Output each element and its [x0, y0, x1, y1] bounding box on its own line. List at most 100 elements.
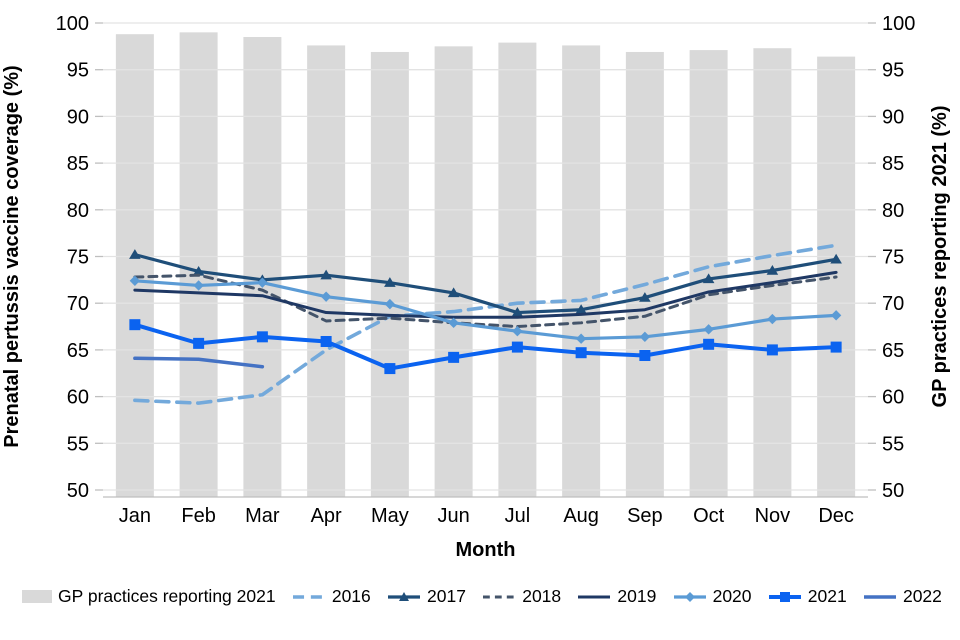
x-axis-title: Month	[456, 539, 516, 561]
marker-2017-Sep	[639, 292, 651, 302]
bar-Aug	[562, 45, 601, 497]
y-right-tick-label-60: 60	[882, 387, 904, 409]
marker-2021-Dec	[830, 341, 842, 353]
marker-2021-Oct	[703, 338, 715, 350]
chart-canvas: 50 50 55 55 60 60 65 65 70 70 75 75 80 80 85 85 90 90 95 95…	[1, 13, 951, 561]
y-left-tick-label-80: 80	[67, 200, 89, 222]
y-left-tick-label-95: 95	[67, 60, 89, 82]
x-tick-label-Jun: Jun	[438, 505, 470, 527]
legend-label: 2019	[617, 586, 657, 606]
line-swatch-2021	[768, 591, 801, 602]
marker-2020-Oct	[703, 324, 714, 335]
x-tick-label-Sep: Sep	[627, 505, 663, 527]
marker-2021-Jul	[511, 341, 523, 353]
marker-2021-Apr	[320, 335, 332, 347]
marker-2020-Jul	[512, 326, 523, 337]
diamond-marker-icon	[684, 591, 695, 602]
marker-2021-Jan	[129, 319, 141, 331]
series-line-2022	[133, 356, 265, 369]
series-line-2020	[133, 279, 838, 341]
marker-2021-Mar	[256, 331, 268, 343]
y-left-tick-label-75: 75	[67, 247, 89, 269]
marker-2021-Jun	[448, 351, 460, 363]
line-swatch-2016	[292, 594, 325, 599]
bar-Jun	[434, 46, 473, 497]
y-right-tick-label-55: 55	[882, 433, 904, 455]
legend-label: GP practices reporting 2021	[58, 586, 276, 606]
square-marker-icon	[779, 591, 790, 602]
marker-2020-Feb	[193, 280, 204, 291]
marker-2021-Aug	[575, 347, 587, 359]
marker-2020-May	[384, 298, 396, 310]
bar-series	[115, 32, 856, 498]
line-series-group	[129, 243, 842, 405]
y-left-tick-label-65: 65	[67, 340, 89, 362]
marker-2017-Feb	[192, 265, 205, 276]
x-tick-label-Dec: Dec	[818, 505, 854, 527]
line-swatch-2022	[863, 594, 896, 599]
x-tick-label-Jul: Jul	[505, 505, 531, 527]
legend-item-2017: 2017	[387, 586, 466, 607]
y-right-tick-label-100: 100	[882, 13, 915, 35]
marker-2017-Jan	[129, 249, 141, 259]
legend-item-2018: 2018	[482, 586, 561, 607]
bar-Mar	[243, 37, 282, 497]
y-right-tick-label-70: 70	[882, 293, 904, 315]
marker-2017-May	[384, 277, 396, 287]
marker-2021-Nov	[766, 344, 778, 356]
marker-2017-Dec	[830, 253, 842, 264]
legend-item-2020: 2020	[673, 586, 752, 607]
marker-2020-Mar	[257, 277, 268, 288]
series-line-2017	[133, 253, 838, 315]
series-line-2018	[133, 273, 838, 329]
legend-item-2022: 2022	[863, 586, 942, 607]
x-tick-label-Apr: Apr	[311, 505, 342, 527]
marker-2017-Jul	[511, 307, 524, 317]
y-left-tick-label-70: 70	[67, 293, 89, 315]
legend-item-2021: 2021	[768, 586, 847, 607]
y-left-tick-label-55: 55	[67, 433, 89, 455]
legend-label: 2017	[427, 586, 466, 606]
marker-2017-Apr	[320, 269, 332, 280]
marker-2017-Aug	[575, 304, 587, 314]
x-tick-label-Jan: Jan	[119, 505, 151, 527]
bar-Jan	[115, 34, 154, 497]
y-left-tick-label-50: 50	[67, 480, 89, 502]
legend-label: 2018	[522, 586, 562, 606]
y-right-tick-label-95: 95	[882, 60, 904, 82]
marker-2020-Nov	[767, 313, 778, 325]
x-tick-label-Mar: Mar	[245, 505, 280, 527]
series-line-2019	[133, 270, 838, 319]
marker-2017-Jun	[447, 287, 460, 298]
y-left-tick-label-100: 100	[56, 13, 89, 35]
bar-Feb	[179, 32, 218, 498]
bar-May	[370, 51, 409, 497]
marker-2020-Dec	[830, 310, 842, 321]
bar-swatch	[22, 590, 52, 603]
line-swatch-2017	[388, 591, 421, 601]
y-right-tick-label-50: 50	[882, 480, 904, 502]
x-tick-label-May: May	[371, 505, 409, 527]
marker-2021-Feb	[193, 337, 205, 349]
legend: GP practices reporting 2021 2016 2017 2018 2…	[0, 586, 960, 607]
x-tick-label-Nov: Nov	[755, 505, 791, 527]
y-left-tick-label-85: 85	[67, 153, 89, 175]
x-tick-label-Aug: Aug	[563, 505, 599, 527]
y-left-tick-label-90: 90	[67, 106, 89, 128]
bar-Jul	[498, 42, 537, 497]
line-swatch-2019	[578, 595, 611, 598]
legend-label: 2020	[712, 586, 752, 606]
marker-2020-Jan	[129, 275, 141, 286]
legend-label: 2016	[331, 586, 371, 606]
marker-2021-Sep	[639, 350, 651, 362]
y-left-tick-label-60: 60	[67, 387, 89, 409]
bar-Sep	[625, 51, 664, 497]
legend-item-2019: 2019	[577, 586, 656, 607]
marker-2017-Nov	[766, 265, 779, 275]
triangle-marker-icon	[399, 591, 410, 601]
series-line-2021	[132, 322, 839, 371]
marker-2021-May	[384, 363, 396, 375]
line-swatch-2020	[673, 591, 706, 602]
y-right-tick-label-80: 80	[882, 200, 904, 222]
